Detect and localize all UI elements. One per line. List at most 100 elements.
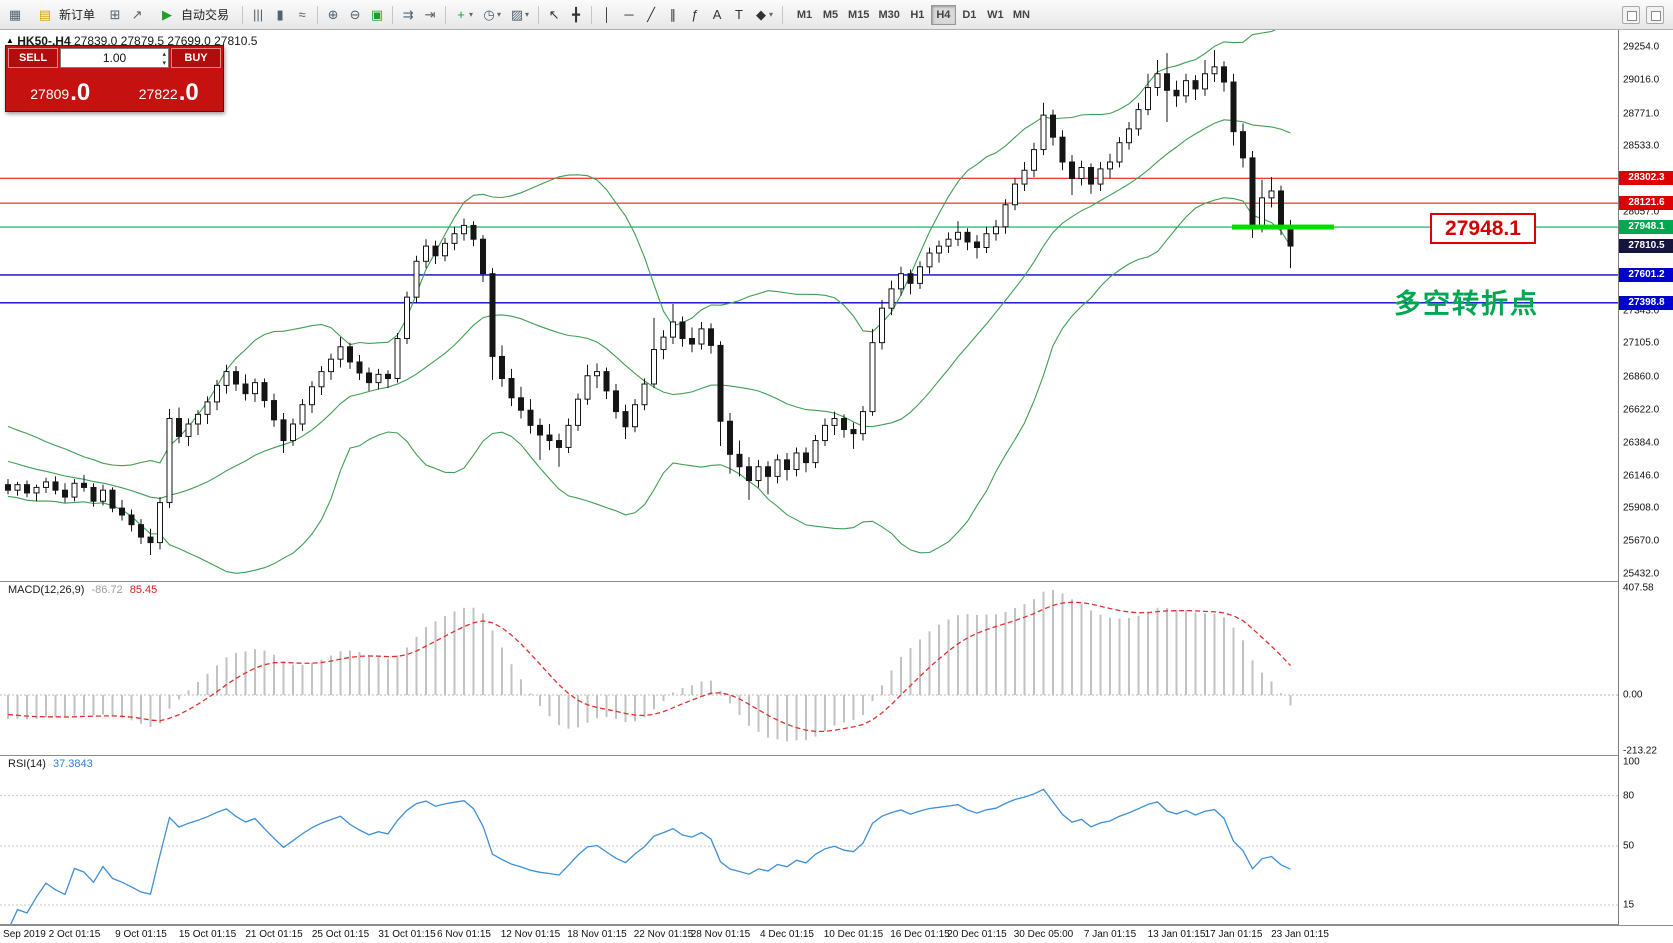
crosshair-icon[interactable]: ╋ (572, 6, 580, 22)
label-tool-icon[interactable]: T (735, 7, 743, 22)
price-tick: 26622.0 (1623, 404, 1660, 416)
expand-marker-icon: ▲ (6, 36, 14, 45)
sell-price[interactable]: 27809 .0 (6, 70, 115, 109)
new-order-label: 新订单 (59, 8, 96, 22)
indicators-icon[interactable]: + (457, 7, 465, 22)
macd-axis-tick: 0.00 (1623, 689, 1643, 701)
time-label: 31 Oct 01:15 (378, 929, 436, 940)
toolbar-separator (392, 5, 394, 24)
time-label: 13 Jan 01:15 (1147, 929, 1206, 940)
timeframe-w1[interactable]: W1 (987, 8, 1004, 21)
auto-scroll-icon[interactable]: ⇉ (402, 6, 414, 22)
volume-spinner[interactable]: ▴ ▾ (162, 50, 166, 68)
sell-button[interactable]: SELL (8, 48, 58, 68)
trendline-icon[interactable]: ╱ (647, 6, 655, 22)
macd-value: -86.72 (91, 584, 123, 596)
price-tick: 27343.0 (1623, 305, 1660, 316)
price-badge: 27601.2 (1619, 267, 1673, 282)
timeframe-m5[interactable]: M5 (822, 8, 839, 21)
time-label: 16 Dec 01:15 (890, 929, 950, 940)
timeframe-d1[interactable]: D1 (962, 8, 977, 21)
price-badge: 27810.5 (1619, 239, 1673, 254)
price-tick: 29016.0 (1623, 74, 1660, 86)
vertical-line-icon[interactable]: │ (602, 7, 612, 22)
timeframe-m30[interactable]: M30 (878, 8, 900, 21)
time-label: 28 Nov 01:15 (690, 929, 751, 940)
price-tick: 26860.0 (1623, 371, 1660, 383)
macd-name: MACD(12,26,9) (8, 584, 85, 596)
toolbar-separator (242, 5, 244, 24)
annotation-text: 多空转折点 (1394, 289, 1539, 319)
chevron-down-icon[interactable]: ▾ (525, 10, 530, 19)
toolbar: ▦ ▤ 新订单 ⊞ ↗ ▶ 自动交易 ||| ▮ ≈ ⊕ ⊖ ▣ ⇉ ⇥ + ▾… (0, 0, 1673, 30)
templates-icon[interactable]: ▨ (510, 6, 524, 22)
macd-label: MACD(12,26,9) -86.72 85.45 (8, 584, 157, 596)
window-control-icon-2[interactable] (1646, 5, 1664, 24)
channel-icon[interactable]: ∥ (669, 6, 677, 22)
play-icon: ▶ (162, 6, 173, 22)
macd-signal-value: 85.45 (129, 584, 158, 596)
chart-title: ▲ HK50-,H4 27839.0 27879.5 27699.0 27810… (6, 34, 257, 48)
zoom-in-icon[interactable]: ⊕ (327, 6, 339, 22)
volume-value: 1.00 (102, 51, 127, 65)
macd-axis-tick: -213.22 (1623, 745, 1657, 757)
chevron-down-icon[interactable]: ▾ (769, 10, 774, 19)
candlestick-chart-icon[interactable]: ▮ (276, 6, 284, 22)
volume-input[interactable]: 1.00 ▴ ▾ (60, 48, 169, 68)
chart-area[interactable]: ▲ HK50-,H4 27839.0 27879.5 27699.0 27810… (0, 30, 1618, 925)
price-axis[interactable]: 29254.029016.028771.028533.028295.028057… (1618, 30, 1673, 925)
rsi-axis-tick: 15 (1623, 899, 1635, 911)
ohlc-values: 27839.0 27879.5 27699.0 27810.5 (73, 34, 258, 48)
horizontal-line-icon[interactable]: ─ (624, 7, 634, 22)
price-tick: 29254.0 (1623, 41, 1660, 53)
price-callout: 27948.1 (1430, 213, 1536, 244)
new-chart-icon[interactable]: ↗ (131, 6, 143, 22)
zoom-out-icon[interactable]: ⊖ (349, 6, 361, 22)
price-tick: 25432.0 (1623, 568, 1660, 580)
timeframe-m1[interactable]: M1 (796, 8, 813, 21)
time-label: 10 Dec 01:15 (823, 929, 884, 940)
price-tick: 28771.0 (1623, 108, 1660, 120)
cursor-icon[interactable]: ↖ (548, 6, 560, 22)
spinner-up-icon[interactable]: ▴ (162, 51, 166, 58)
text-tool-icon[interactable]: A (712, 7, 722, 22)
time-label: 17 Jan 01:15 (1204, 929, 1263, 940)
toolbar-separator (591, 5, 593, 24)
timeframe-h1[interactable]: H1 (910, 8, 925, 21)
market-watch-icon[interactable]: ⊞ (109, 6, 121, 22)
buy-button[interactable]: BUY (171, 48, 221, 68)
sell-price-dec: .0 (70, 79, 91, 106)
buy-price[interactable]: 27822 .0 (115, 70, 224, 109)
price-tick: 25670.0 (1623, 535, 1660, 547)
spinner-down-icon[interactable]: ▾ (162, 60, 166, 67)
window-control-icon-1[interactable] (1622, 5, 1640, 24)
auto-trading-label: 自动交易 (181, 8, 230, 22)
tile-windows-icon[interactable]: ▣ (370, 6, 384, 22)
time-label: 7 Jan 01:15 (1083, 929, 1137, 940)
fibonacci-icon[interactable]: ƒ (691, 7, 699, 22)
toolbar-separator (538, 5, 540, 24)
time-label: 20 Dec 01:15 (947, 929, 1007, 940)
new-order-button[interactable]: ▤ 新订单 (27, 4, 103, 26)
auto-trading-button[interactable]: ▶ 自动交易 (149, 4, 237, 26)
timeframe-h4[interactable]: H4 (930, 4, 956, 25)
symbol-name: HK50-,H4 (17, 34, 71, 48)
timeframe-m15[interactable]: M15 (848, 8, 870, 21)
one-click-trading-panel: SELL 1.00 ▴ ▾ BUY 27809 .0 27822 .0 (5, 45, 224, 112)
line-chart-icon[interactable]: ≈ (298, 7, 306, 22)
timeframe-mn[interactable]: MN (1012, 8, 1030, 21)
buy-price-main: 27822 (138, 86, 178, 102)
price-chart[interactable] (0, 30, 1618, 925)
chevron-down-icon[interactable]: ▾ (497, 10, 502, 19)
toolbar-separator (445, 5, 447, 24)
bar-chart-icon[interactable]: ||| (252, 7, 264, 22)
periods-icon[interactable]: ◷ (483, 6, 495, 22)
price-badge: 28121.6 (1619, 196, 1673, 211)
chevron-down-icon[interactable]: ▾ (469, 10, 474, 19)
rsi-label: RSI(14) 37.3843 (8, 758, 93, 770)
time-label: 21 Oct 01:15 (245, 929, 303, 940)
shapes-icon[interactable]: ◆ (756, 6, 767, 22)
chart-shift-icon[interactable]: ⇥ (424, 6, 436, 22)
time-label: 22 Nov 01:15 (633, 929, 694, 940)
